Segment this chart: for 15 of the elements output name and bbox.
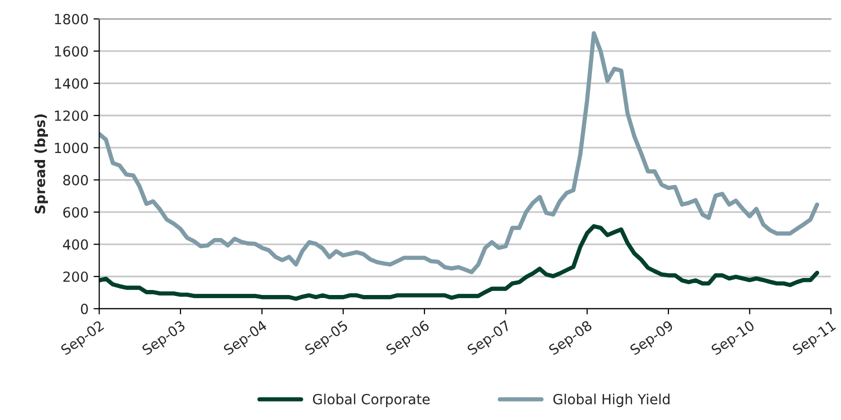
y-axis-title: Spread (bps) [34, 114, 48, 214]
y-tick-label: 1800 [55, 14, 88, 24]
y-tick-label: 600 [63, 207, 88, 218]
y-tick-label: 400 [62, 239, 88, 250]
legend-label: Global High Yield [553, 394, 670, 408]
legend-label: Global Corporate [312, 394, 430, 408]
line-series [99, 224, 820, 301]
y-tick-label: 200 [63, 271, 88, 282]
y-tick-label: 1200 [55, 110, 88, 121]
y-tick-label: 1400 [55, 78, 88, 89]
y-tick-label: 1000 [55, 142, 88, 154]
y-tick-label: 800 [63, 174, 88, 186]
y-tick-label: 1600 [55, 46, 88, 57]
line-series [99, 31, 820, 274]
y-tick-label: 0 [80, 304, 88, 314]
